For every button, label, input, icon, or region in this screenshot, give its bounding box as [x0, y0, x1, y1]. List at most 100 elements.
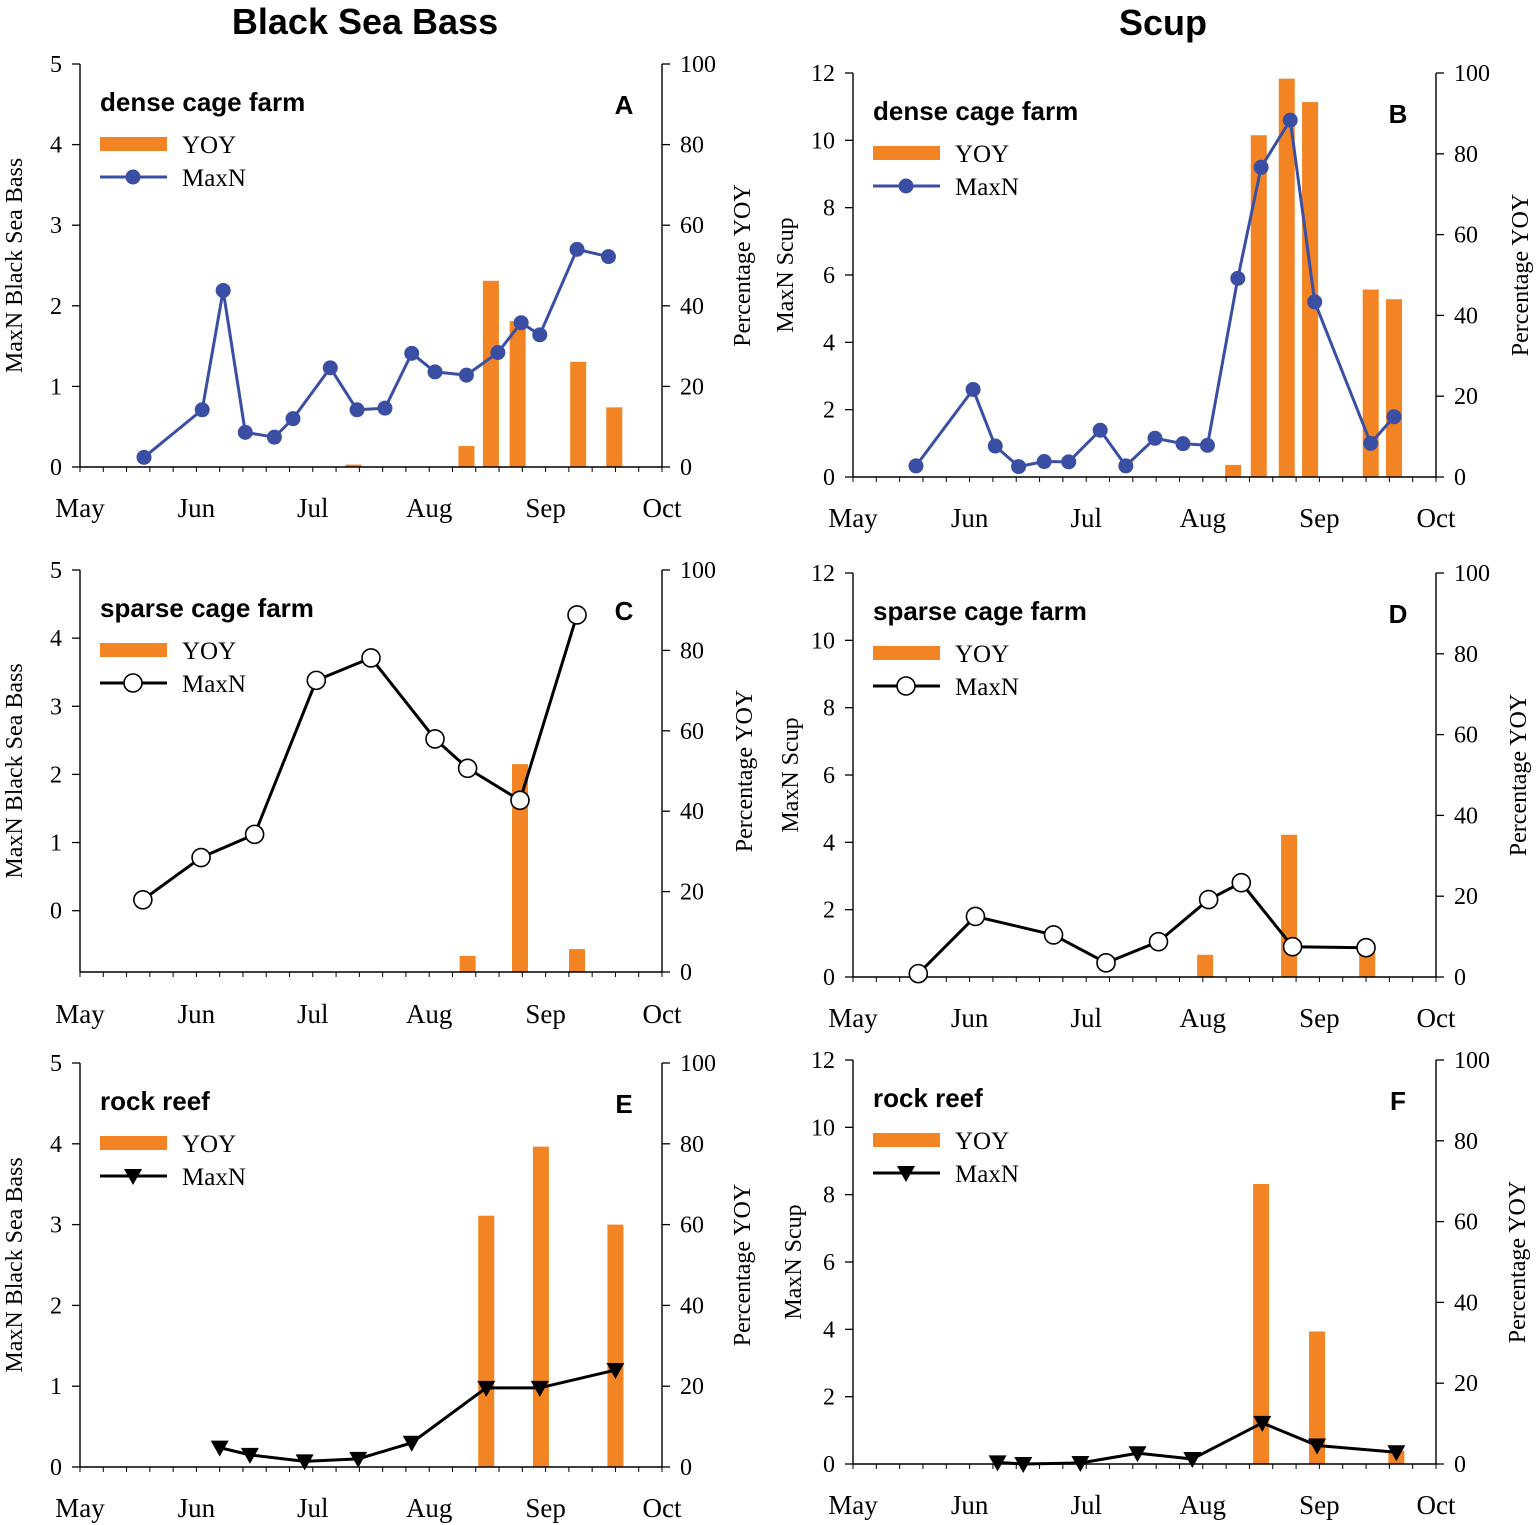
- left-y-tick-label: 6: [823, 763, 835, 789]
- yoy-bar: [458, 446, 475, 467]
- left-y-tick-label: 0: [823, 465, 835, 491]
- right-y-tick-label: 100: [680, 1051, 716, 1077]
- left-y-tick-label: 2: [50, 294, 62, 320]
- maxn-point: [285, 411, 301, 427]
- yoy-bar: [1250, 135, 1267, 477]
- right-axis-label: Percentage YOY: [730, 1184, 756, 1346]
- maxn-point: [402, 1435, 421, 1452]
- legend-marker: [123, 673, 143, 693]
- panel-title: dense cage farm: [873, 96, 1078, 126]
- right-y-tick-label: 60: [680, 1213, 704, 1239]
- left-y-tick-label: 10: [811, 628, 835, 654]
- x-tick-label: May: [828, 1003, 878, 1033]
- left-y-tick-label: 10: [811, 128, 835, 154]
- yoy-bar: [511, 764, 528, 972]
- maxn-point: [457, 758, 478, 779]
- maxn-point: [322, 360, 338, 376]
- panel-letter: C: [615, 596, 634, 626]
- right-y-tick-label: 80: [1454, 142, 1478, 168]
- x-tick-label: Oct: [643, 999, 682, 1029]
- maxn-point: [1175, 436, 1191, 452]
- panel-title: rock reef: [100, 1086, 210, 1116]
- legend-bar-label: YOY: [182, 132, 236, 159]
- legend-bar-label: YOY: [955, 1128, 1009, 1155]
- column-title-black-sea-bass: Black Sea Bass: [232, 1, 498, 42]
- left-y-tick-label: 4: [823, 830, 835, 856]
- left-y-tick-label: 6: [823, 263, 835, 289]
- maxn-point: [1014, 1457, 1033, 1473]
- left-axis-label: MaxN Scup: [773, 217, 799, 332]
- panel-f: May Jun Jul Aug Sep Oct 0 2 4 6 8 10 12 0 20 40 60 80 100 M…: [781, 1048, 1531, 1520]
- x-tick-label: Jun: [951, 1490, 989, 1520]
- legend-line-label: MaxN: [955, 174, 1019, 201]
- maxn-point: [987, 438, 1003, 454]
- x-tick-label: Jun: [178, 1493, 216, 1523]
- maxn-point: [1147, 430, 1163, 446]
- panel-e: May Jun Jul Aug Sep Oct 0 1 2 3 4 5 0 20 40 60 80 100 MaxN…: [2, 1051, 756, 1523]
- yoy-bar: [345, 464, 362, 467]
- x-tick-label: Aug: [406, 999, 453, 1029]
- maxn-point: [1198, 889, 1219, 910]
- maxn-point: [349, 402, 365, 418]
- right-y-tick-label: 0: [680, 455, 692, 481]
- left-axis-label: MaxN Black Sea Bass: [2, 158, 28, 373]
- left-axis-label: MaxN Black Sea Bass: [2, 663, 28, 878]
- left-y-tick-label: 4: [50, 133, 62, 159]
- right-y-tick-label: 80: [1454, 642, 1478, 668]
- maxn-point: [427, 364, 443, 380]
- left-axis-label: MaxN Black Sea Bass: [2, 1157, 28, 1372]
- x-tick-label: Jul: [297, 1493, 329, 1523]
- legend-marker: [125, 169, 141, 185]
- right-axis-label: Percentage YOY: [1505, 1181, 1531, 1343]
- right-y-tick-label: 40: [1454, 1290, 1478, 1316]
- maxn-point: [530, 1380, 549, 1397]
- yoy-bar: [478, 1215, 495, 1467]
- x-tick-label: Jul: [297, 493, 329, 523]
- legend-marker: [898, 178, 914, 194]
- maxn-point: [569, 241, 585, 257]
- x-tick-label: Oct: [643, 1493, 682, 1523]
- yoy-bar: [570, 361, 587, 467]
- maxn-point: [266, 429, 282, 445]
- maxn-line: [219, 1368, 616, 1463]
- legend-line-label: MaxN: [182, 671, 246, 698]
- yoy-bar: [459, 955, 476, 972]
- left-y-tick-label: 2: [50, 1293, 62, 1319]
- left-y-tick-label: 10: [811, 1115, 835, 1141]
- yoy-bar: [607, 1224, 624, 1467]
- right-y-tick-label: 100: [1454, 561, 1490, 587]
- x-tick-label: Jun: [951, 1003, 989, 1033]
- right-y-tick-label: 80: [680, 133, 704, 159]
- left-y-tick-label: 2: [823, 398, 835, 424]
- maxn-point: [1183, 1451, 1202, 1468]
- maxn-point: [1092, 422, 1108, 438]
- legend-marker: [897, 1166, 915, 1182]
- x-tick-label: Sep: [525, 999, 566, 1029]
- maxn-point: [477, 1380, 496, 1397]
- x-tick-label: Jul: [1070, 503, 1102, 533]
- maxn-point: [1308, 1438, 1327, 1455]
- left-y-tick-label: 5: [50, 1051, 62, 1077]
- legend-line-label: MaxN: [182, 1164, 246, 1191]
- maxn-point: [965, 381, 981, 397]
- left-y-tick-label: 2: [823, 898, 835, 924]
- panel-c: May Jun Jul Aug Sep Oct 0 1 2 3 4 5 0 20 40 60 80 100 MaxN…: [2, 558, 758, 1029]
- maxn-point: [510, 790, 530, 811]
- maxn-point: [1282, 936, 1303, 957]
- right-y-tick-label: 100: [680, 52, 716, 78]
- right-y-tick-label: 100: [1454, 61, 1490, 87]
- maxn-point: [1148, 931, 1169, 952]
- x-tick-label: Sep: [1299, 1490, 1340, 1520]
- left-y-tick-label: 4: [823, 1317, 835, 1343]
- left-y-tick-label: 0: [50, 455, 62, 481]
- maxn-point: [1387, 1445, 1406, 1462]
- legend-marker: [896, 676, 916, 696]
- right-y-tick-label: 100: [680, 558, 716, 584]
- panel-title: dense cage farm: [100, 87, 305, 117]
- x-tick-label: May: [55, 493, 105, 523]
- maxn-point: [458, 367, 474, 383]
- left-y-tick-label: 2: [50, 762, 62, 788]
- maxn-point: [1011, 459, 1027, 475]
- x-tick-label: May: [828, 1490, 878, 1520]
- left-y-tick-label: 1: [50, 1374, 62, 1400]
